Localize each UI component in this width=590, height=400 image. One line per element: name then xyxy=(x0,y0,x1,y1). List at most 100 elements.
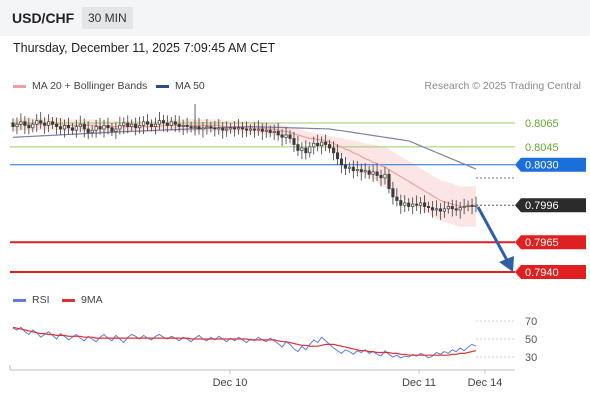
candle-body xyxy=(470,204,474,207)
candle xyxy=(351,160,355,179)
rsi-panel: 70 50 30 xyxy=(12,316,537,364)
candle-body xyxy=(31,123,35,129)
rsi-swatch xyxy=(13,298,26,302)
candle xyxy=(328,139,332,153)
candle-body xyxy=(240,127,245,130)
candle xyxy=(280,129,284,146)
candle xyxy=(94,119,98,138)
candle-body xyxy=(146,121,150,125)
candle-body xyxy=(173,121,177,125)
candle xyxy=(78,115,82,133)
candle xyxy=(62,119,67,138)
candle xyxy=(177,115,181,133)
candle-body xyxy=(411,203,415,207)
level-text: 0.7996 xyxy=(525,200,559,212)
candle-body xyxy=(161,120,165,124)
candle-body xyxy=(292,138,296,145)
candle xyxy=(470,198,474,215)
candle xyxy=(217,119,221,135)
candle-body xyxy=(367,170,371,175)
legend-ma20: MA 20 + Bollinger Bands xyxy=(13,80,147,92)
candle xyxy=(102,119,106,138)
level-text: 0.7965 xyxy=(525,237,559,249)
candle xyxy=(276,122,280,141)
level-label-0.7940: 0.7940 xyxy=(515,265,586,279)
candle-body xyxy=(102,125,106,130)
candle-body xyxy=(126,122,130,127)
candle-body xyxy=(423,202,427,207)
candle xyxy=(252,122,256,138)
candle-body xyxy=(462,206,466,208)
candle xyxy=(201,122,205,138)
legend-9ma-label: 9MA xyxy=(81,294,103,306)
candle-body xyxy=(197,126,201,130)
candle-body xyxy=(51,121,55,125)
candle-body xyxy=(78,123,82,127)
legend-ma50: MA 50 xyxy=(156,80,205,92)
candle xyxy=(399,194,403,214)
candle xyxy=(454,200,458,216)
candle-body xyxy=(391,188,395,198)
candle-body xyxy=(328,144,332,149)
legend-9ma: 9MA xyxy=(62,294,103,306)
candle xyxy=(419,197,423,214)
candle-body xyxy=(149,123,154,127)
candle xyxy=(426,201,431,213)
candle-body xyxy=(35,120,39,125)
rsi-tick-30: 30 xyxy=(525,352,537,364)
candle-body xyxy=(98,126,102,130)
candle xyxy=(379,169,383,187)
candle-body xyxy=(157,120,161,125)
candle xyxy=(462,198,466,215)
forecast-arrow-shaft xyxy=(476,206,510,263)
candle xyxy=(438,203,442,220)
candle xyxy=(142,116,146,134)
chart-datetime: Thursday, December 11, 2025 7:09:45 AM C… xyxy=(13,41,276,55)
candle-body xyxy=(260,128,264,132)
candle xyxy=(165,115,169,133)
candle xyxy=(312,136,316,155)
candle-body xyxy=(47,121,51,126)
x-tick-label: Dec 11 xyxy=(402,377,436,389)
candle xyxy=(371,165,375,182)
level-label-0.7965: 0.7965 xyxy=(515,235,586,250)
candle-body xyxy=(332,147,336,154)
level-text: 0.8045 xyxy=(525,142,559,154)
candle xyxy=(430,200,435,218)
candle-body xyxy=(205,126,209,129)
candle-body xyxy=(244,128,249,131)
candle-body xyxy=(114,128,118,132)
candle xyxy=(308,142,312,158)
candle xyxy=(474,196,478,213)
x-tick-label: Dec 14 xyxy=(468,377,503,389)
interval-button[interactable]: 30 MIN xyxy=(82,7,133,29)
candle-body xyxy=(237,127,241,130)
candle xyxy=(347,162,351,174)
candle xyxy=(411,197,415,215)
candle-body xyxy=(82,123,86,130)
candle-body xyxy=(90,129,94,133)
candle xyxy=(169,117,173,131)
candle-body xyxy=(387,173,391,189)
candle xyxy=(300,142,304,159)
candle xyxy=(288,130,292,144)
candle-body xyxy=(450,206,454,210)
candle xyxy=(363,163,367,179)
candle-body xyxy=(39,120,43,124)
candle-body xyxy=(268,129,272,133)
candle xyxy=(19,113,23,130)
candle-body xyxy=(426,206,431,208)
symbol-title: USD/CHF xyxy=(12,10,75,26)
candle xyxy=(43,117,47,134)
legend-ma50-label: MA 50 xyxy=(175,80,205,92)
candle xyxy=(122,117,126,134)
candle xyxy=(240,122,245,138)
candle xyxy=(450,199,454,217)
candle-body xyxy=(256,128,260,131)
candle-body xyxy=(225,128,229,131)
candle-body xyxy=(458,207,462,211)
candle xyxy=(90,125,94,138)
candle-body xyxy=(106,125,110,129)
candle-body xyxy=(399,200,403,206)
candle-body xyxy=(252,128,256,131)
